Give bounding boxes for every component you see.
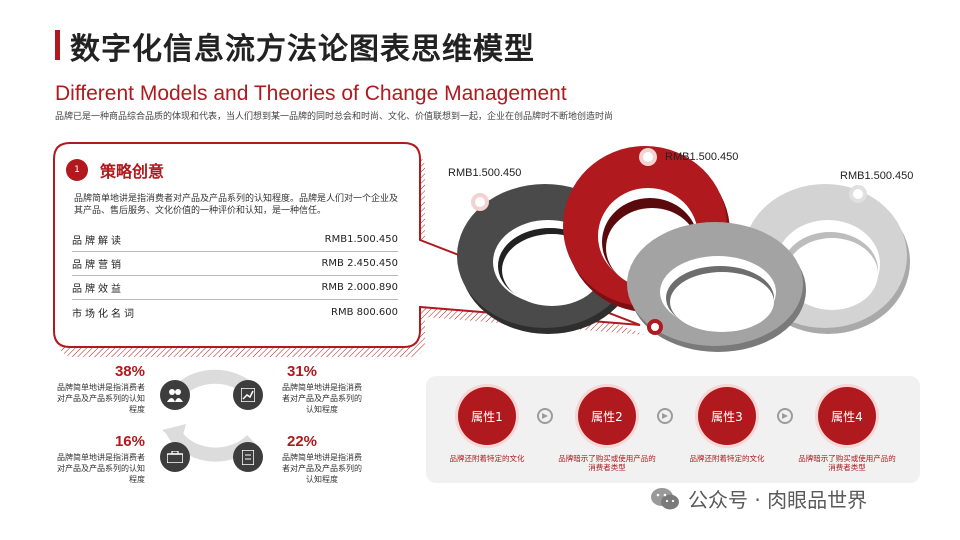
card-header: 1 策略创意 (66, 158, 164, 182)
arrow-right-icon (537, 408, 553, 424)
stat-percent: 38% (114, 363, 145, 380)
process-step: 属性4 (818, 387, 876, 445)
stat-text: 品牌简单地讲是指消费者对产品及产品系列的认知程度 (282, 383, 362, 414)
card-table: 品牌解读 RMB1.500.450 品牌营销 RMB 2.450.450 品牌效… (72, 228, 398, 324)
stat-text: 品牌简单地讲是指消费者对产品及产品系列的认知程度 (57, 383, 145, 414)
briefcase-icon (160, 442, 190, 472)
stat-block: 31% 品牌简单地讲是指消费者对产品及产品系列的认知程度 (282, 363, 362, 415)
arrow-right-icon (777, 408, 793, 424)
document-icon (233, 442, 263, 472)
table-row: 品牌营销 RMB 2.450.450 (72, 252, 398, 276)
watermark: 公众号 · 肉眼品世界 (650, 484, 867, 513)
row-label: 市场化名词 (72, 308, 137, 320)
stat-block: 16% 品牌简单地讲是指消费者对产品及产品系列的认知程度 (50, 433, 145, 485)
stat-percent: 22% (286, 433, 318, 450)
page-description: 品牌已是一种商品综合品质的体现和代表，当人们想到某一品牌的同时总会和时尚、文化、… (55, 112, 614, 122)
wechat-icon (651, 487, 679, 509)
people-icon (160, 380, 190, 410)
title-accent-bar (55, 30, 60, 60)
process-step-text: 品牌还附着特定的文化 (689, 454, 765, 463)
card-title: 策略创意 (100, 162, 165, 181)
process-step: 属性3 (698, 387, 756, 445)
chain-label-right: RMB1.500.450 (840, 170, 914, 182)
table-row: 市场化名词 RMB 800.600 (72, 300, 398, 324)
chart-icon (233, 380, 263, 410)
stat-block: 22% 品牌简单地讲是指消费者对产品及产品系列的认知程度 (282, 433, 362, 485)
watermark-text: 公众号 · 肉眼品世界 (688, 488, 868, 512)
stat-text: 品牌简单地讲是指消费者对产品及产品系列的认知程度 (57, 453, 145, 484)
stat-percent: 16% (114, 433, 145, 450)
row-value: RMB1.500.450 (324, 234, 398, 245)
stat-block: 38% 品牌简单地讲是指消费者对产品及产品系列的认知程度 (50, 363, 145, 415)
row-label: 品牌营销 (72, 260, 124, 271)
chain-label-left: RMB1.500.450 (448, 167, 522, 179)
row-value: RMB 2.000.890 (321, 282, 398, 293)
table-row: 品牌效益 RMB 2.000.890 (72, 276, 398, 300)
table-row: 品牌解读 RMB1.500.450 (72, 228, 398, 252)
card-number-badge: 1 (66, 159, 88, 181)
row-label: 品牌效益 (72, 284, 124, 295)
process-step-text: 品牌暗示了购买或使用产品的消费者类型 (798, 454, 896, 472)
stat-percent: 31% (286, 363, 318, 380)
chain-label-mid: RMB1.500.450 (665, 151, 739, 163)
page-subtitle: Different Models and Theories of Change … (55, 82, 567, 105)
process-step-text: 品牌还附着特定的文化 (449, 454, 525, 463)
gray-ring (627, 222, 806, 352)
process-step-text: 品牌暗示了购买或使用产品的消费者类型 (558, 454, 656, 472)
row-value: RMB 800.600 (331, 306, 398, 318)
process-step: 属性1 (458, 387, 516, 445)
arrow-right-icon (657, 408, 673, 424)
row-label: 品牌解读 (72, 236, 124, 247)
card-description: 品牌简单地讲是指消费者对产品及产品系列的认知程度。品牌是人们对一个企业及其产品、… (74, 194, 399, 216)
row-value: RMB 2.450.450 (321, 258, 398, 269)
process-step: 属性2 (578, 387, 636, 445)
stat-text: 品牌简单地讲是指消费者对产品及产品系列的认知程度 (282, 453, 362, 484)
page-title: 数字化信息流方法论图表思维模型 (70, 32, 535, 67)
